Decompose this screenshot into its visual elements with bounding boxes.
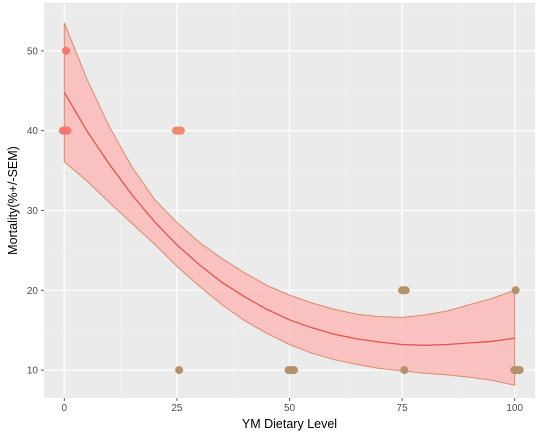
x-tick-label: 25 [171, 403, 183, 414]
y-tick-label: 40 [27, 126, 39, 137]
data-point [175, 366, 184, 375]
x-tick-label: 75 [397, 403, 409, 414]
y-tick-label: 50 [27, 46, 39, 57]
y-axis-ticks: 10 20 30 40 50 [27, 46, 44, 377]
fit-line [63, 92, 515, 346]
data-point [290, 366, 299, 375]
data-point [401, 286, 410, 295]
data-point [400, 366, 409, 375]
x-axis-title: YM Dietary Level [242, 417, 337, 431]
data-point [176, 126, 185, 135]
x-tick-label: 0 [61, 403, 67, 414]
y-axis-title: Mortality(%+/-SEM) [6, 146, 20, 255]
data-points [58, 46, 524, 375]
y-tick-label: 30 [27, 206, 39, 217]
x-tick-label: 50 [284, 403, 296, 414]
confidence-band [63, 22, 516, 386]
data-point [62, 46, 71, 55]
x-axis-ticks: 0 25 50 75 100 [61, 398, 524, 414]
data-point [63, 126, 72, 135]
y-tick-label: 10 [27, 366, 39, 377]
y-tick-label: 20 [27, 286, 39, 297]
x-tick-label: 100 [506, 403, 523, 414]
data-point [515, 366, 524, 375]
data-point [511, 286, 520, 295]
